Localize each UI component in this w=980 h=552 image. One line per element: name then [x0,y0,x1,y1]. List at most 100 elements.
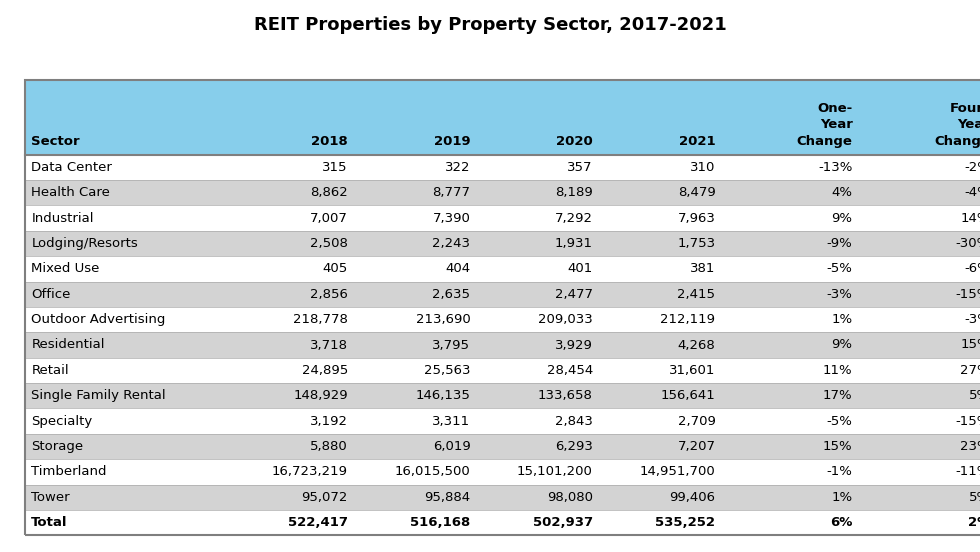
Text: 516,168: 516,168 [411,516,470,529]
Text: Tower: Tower [31,491,70,504]
Text: 24,895: 24,895 [302,364,348,377]
Text: 213,690: 213,690 [416,313,470,326]
Text: -13%: -13% [818,161,853,174]
Text: Timberland: Timberland [31,465,107,479]
Text: 2018: 2018 [312,135,348,148]
Bar [24,180,980,205]
Text: 405: 405 [322,262,348,275]
Text: 8,862: 8,862 [310,186,348,199]
Text: 1%: 1% [831,491,853,504]
Text: 3,795: 3,795 [432,338,470,352]
Bar [24,383,980,408]
Text: 3,718: 3,718 [310,338,348,352]
Text: 2%: 2% [967,516,980,529]
Text: -5%: -5% [827,262,853,275]
Text: 2,477: 2,477 [555,288,593,301]
Text: -9%: -9% [827,237,853,250]
Text: Year: Year [819,118,853,131]
Text: 14%: 14% [960,211,980,225]
Text: 4%: 4% [832,186,853,199]
Text: 95,072: 95,072 [302,491,348,504]
Text: One-: One- [817,102,853,115]
Text: 535,252: 535,252 [656,516,715,529]
Text: Specialty: Specialty [31,415,92,428]
Text: 502,937: 502,937 [533,516,593,529]
Text: 2,415: 2,415 [677,288,715,301]
Text: 212,119: 212,119 [661,313,715,326]
Text: -30%: -30% [956,237,980,250]
Text: 2,635: 2,635 [432,288,470,301]
Text: -3%: -3% [827,288,853,301]
Text: 2,856: 2,856 [310,288,348,301]
Text: 7,390: 7,390 [432,211,470,225]
Bar [24,485,980,510]
Bar [24,307,980,332]
Text: Mixed Use: Mixed Use [31,262,100,275]
Text: -6%: -6% [964,262,980,275]
Text: 2019: 2019 [434,135,470,148]
Text: Residential: Residential [31,338,105,352]
Text: Retail: Retail [31,364,69,377]
Text: Total: Total [31,516,68,529]
Text: 8,777: 8,777 [432,186,470,199]
Text: 4,268: 4,268 [677,338,715,352]
Text: 2,709: 2,709 [677,415,715,428]
Text: 95,884: 95,884 [424,491,470,504]
Text: -1%: -1% [827,465,853,479]
Bar [24,256,980,282]
Text: 2,508: 2,508 [310,237,348,250]
Bar [24,332,980,358]
Text: 1,931: 1,931 [555,237,593,250]
Text: 404: 404 [445,262,470,275]
Text: 522,417: 522,417 [288,516,348,529]
Text: 8,479: 8,479 [677,186,715,199]
Text: 23%: 23% [960,440,980,453]
Text: -11%: -11% [956,465,980,479]
Text: 9%: 9% [832,338,853,352]
Text: -15%: -15% [956,288,980,301]
Text: Office: Office [31,288,71,301]
Text: 3,929: 3,929 [555,338,593,352]
Text: -3%: -3% [964,313,980,326]
Bar [24,358,980,383]
Text: -4%: -4% [964,186,980,199]
Text: -5%: -5% [827,415,853,428]
Text: 11%: 11% [823,364,853,377]
Text: 14,951,700: 14,951,700 [640,465,715,479]
Text: Outdoor Advertising: Outdoor Advertising [31,313,166,326]
Text: Change: Change [934,135,980,148]
Text: 209,033: 209,033 [538,313,593,326]
Text: 133,658: 133,658 [538,389,593,402]
Text: Storage: Storage [31,440,83,453]
Text: -15%: -15% [956,415,980,428]
Text: Four-: Four- [951,102,980,115]
Text: 6,293: 6,293 [555,440,593,453]
Text: 2020: 2020 [557,135,593,148]
Text: 381: 381 [690,262,715,275]
Text: 7,007: 7,007 [310,211,348,225]
Text: 28,454: 28,454 [547,364,593,377]
Text: 148,929: 148,929 [293,389,348,402]
Bar [24,282,980,307]
Text: 9%: 9% [832,211,853,225]
Text: Year: Year [956,118,980,131]
Text: 98,080: 98,080 [547,491,593,504]
Text: Industrial: Industrial [31,211,94,225]
Text: 8,189: 8,189 [555,186,593,199]
Text: 15%: 15% [960,338,980,352]
Text: 3,192: 3,192 [310,415,348,428]
Text: 27%: 27% [960,364,980,377]
Text: Health Care: Health Care [31,186,110,199]
Text: 1%: 1% [831,313,853,326]
Text: 6%: 6% [830,516,853,529]
Text: Change: Change [797,135,853,148]
Bar [24,80,980,155]
Text: 5%: 5% [968,491,980,504]
Text: 2,843: 2,843 [555,415,593,428]
Text: 7,292: 7,292 [555,211,593,225]
Text: Data Center: Data Center [31,161,113,174]
Text: 2,243: 2,243 [432,237,470,250]
Text: 357: 357 [567,161,593,174]
Text: 31,601: 31,601 [669,364,715,377]
Text: Sector: Sector [31,135,80,148]
